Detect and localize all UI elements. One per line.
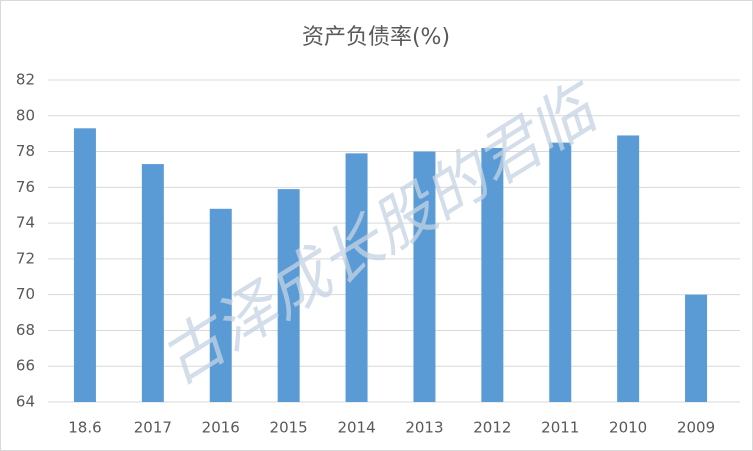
y-tick-label: 78 [16,142,35,160]
y-tick-label: 68 [16,321,35,339]
y-tick-label: 70 [16,285,35,303]
bar [481,147,504,402]
bar [345,153,368,402]
x-tick-label: 2017 [134,419,172,437]
x-tick-label: 18.6 [68,419,101,437]
chart-title: 资产负债率(%) [302,25,450,50]
bars: 18.6 2017 2016 2015 2014 2013 2012 2011 2010 2009 [68,128,715,437]
x-tick-label: 2012 [473,419,511,437]
y-tick-label: 72 [16,249,35,267]
bar [277,189,300,402]
y-tick-label: 76 [16,178,35,196]
bar [73,128,96,403]
bar [549,142,572,402]
x-tick-label: 2013 [405,419,443,437]
x-tick-label: 2010 [609,419,647,437]
y-tick-label: 74 [16,214,35,232]
bar [209,208,232,402]
x-tick-label: 2009 [677,419,715,437]
bar [617,135,640,402]
x-tick-label: 2014 [337,419,375,437]
y-tick-label: 82 [16,71,35,89]
bar [413,151,436,402]
bar [141,164,164,402]
bar [685,294,708,402]
x-tick-label: 2016 [202,419,240,437]
x-tick-label: 2011 [541,419,579,437]
y-tick-label: 66 [16,357,35,375]
y-tick-label: 64 [16,393,35,411]
y-tick-label: 80 [16,106,35,124]
x-tick-label: 2015 [270,419,308,437]
